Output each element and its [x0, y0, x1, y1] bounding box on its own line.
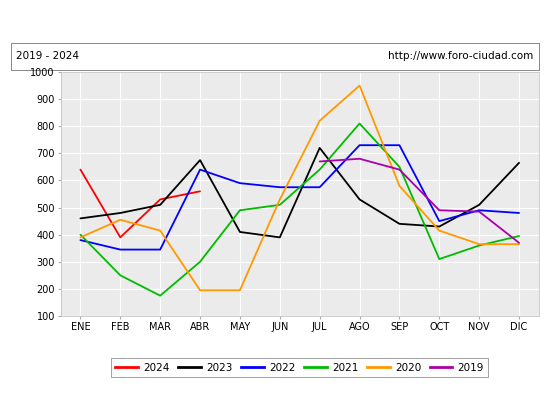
Text: 2019 - 2024: 2019 - 2024: [16, 51, 79, 61]
Text: Evolucion Nº Turistas Nacionales en el municipio de Sarral: Evolucion Nº Turistas Nacionales en el m…: [81, 14, 469, 28]
Legend: 2024, 2023, 2022, 2021, 2020, 2019: 2024, 2023, 2022, 2021, 2020, 2019: [111, 358, 488, 377]
Text: http://www.foro-ciudad.com: http://www.foro-ciudad.com: [388, 51, 534, 61]
